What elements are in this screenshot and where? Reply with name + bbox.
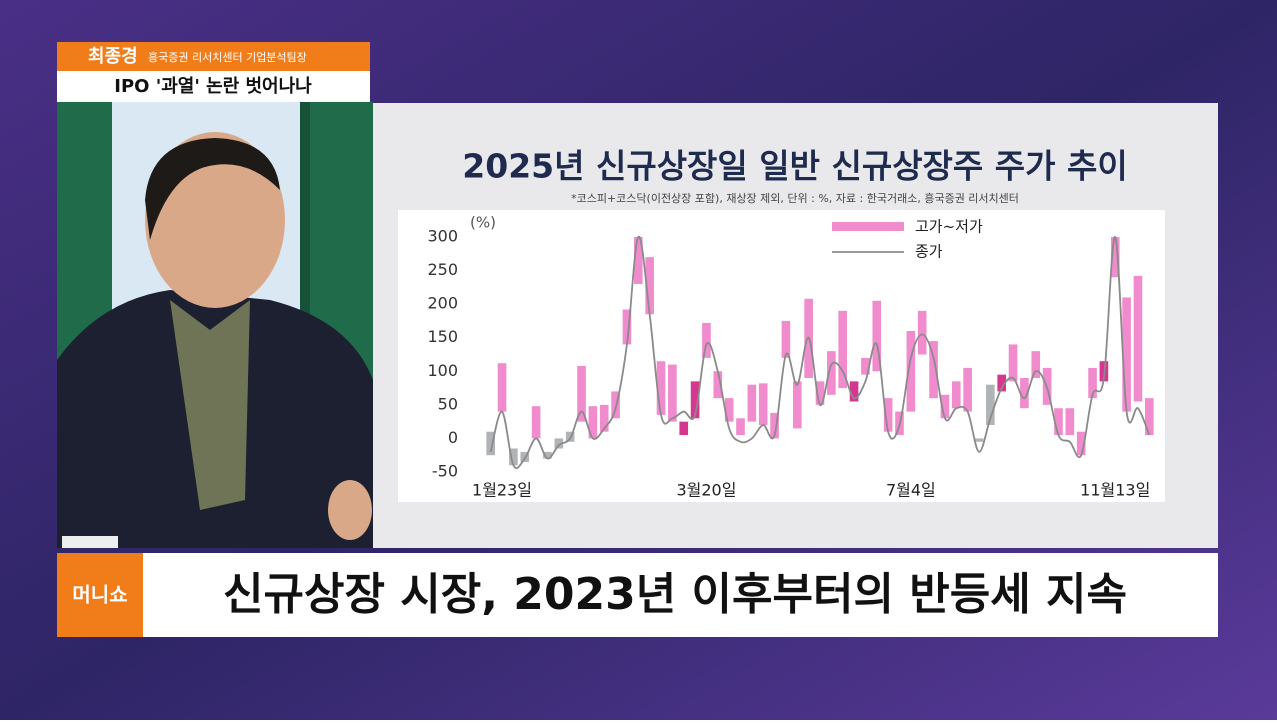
- legend-label: 고가~저가: [915, 218, 983, 236]
- range-bar: [486, 431, 495, 456]
- caption: 신규상장 시장, 2023년 이후부터의 반등세 지속: [223, 569, 1127, 620]
- range-bar: [1122, 297, 1131, 412]
- name-bar: [57, 42, 370, 71]
- range-bar: [906, 331, 916, 412]
- range-bar: [883, 398, 893, 432]
- range-bar: [997, 374, 1007, 392]
- range-bar: [815, 381, 825, 405]
- range-bar: [633, 237, 643, 284]
- headline-bar: [57, 71, 370, 102]
- range-bar: [827, 351, 836, 395]
- range-bar: [1031, 351, 1041, 378]
- x-tick-label: 1월23일: [472, 481, 532, 500]
- range-bar: [872, 300, 882, 372]
- range-bar: [849, 381, 859, 402]
- range-bar: [770, 412, 779, 439]
- range-bar: [1088, 367, 1097, 399]
- range-bar: [940, 394, 950, 419]
- legend-label: 종가: [915, 243, 943, 261]
- chart-subtitle: *코스피+코스닥(이전상장 포함), 재상장 제외, 단위 : %, 자료 : …: [571, 191, 1019, 205]
- range-bar: [838, 310, 848, 389]
- range-bar: [792, 381, 802, 429]
- range-bar: [1065, 408, 1075, 436]
- range-bar: [531, 406, 541, 439]
- range-bar: [599, 404, 609, 432]
- range-bar: [622, 309, 632, 345]
- range-bar: [577, 365, 586, 422]
- range-bar: [747, 384, 757, 422]
- range-bar: [554, 438, 564, 449]
- range-bar: [668, 364, 677, 422]
- x-tick-label: 7월4일: [886, 481, 936, 500]
- range-bar: [588, 406, 598, 439]
- range-bar: [656, 361, 666, 415]
- chart-title: 2025년 신규상장일 일반 신규상장주 주가 추이: [462, 147, 1127, 186]
- range-bar: [520, 451, 530, 462]
- range-bar: [702, 322, 711, 358]
- range-bar: [1076, 431, 1086, 456]
- legend-swatch: [832, 222, 904, 231]
- close-line: [489, 236, 1151, 470]
- y-tick-label: 0: [448, 428, 458, 447]
- video: [57, 102, 373, 548]
- logo: 머니쇼: [72, 583, 127, 607]
- y-unit: (%): [470, 214, 496, 232]
- range-bar: [1054, 408, 1063, 436]
- range-bar: [1110, 237, 1120, 278]
- range-bar: [861, 357, 870, 375]
- range-bar: [963, 367, 972, 412]
- y-tick-label: 200: [427, 294, 458, 313]
- logo-box: [57, 553, 143, 637]
- headline: IPO '과열' 논란 벗어나나: [114, 76, 312, 97]
- range-bar: [1145, 398, 1154, 436]
- range-bar: [543, 451, 552, 459]
- y-tick-label: 100: [427, 361, 458, 380]
- range-bar: [724, 398, 734, 422]
- range-bar: [781, 320, 791, 358]
- range-bar: [645, 257, 654, 315]
- speaker-position: 흥국증권 리서치센터 기업분석팀장: [148, 50, 307, 64]
- range-bar: [1133, 275, 1143, 402]
- y-tick-label: 300: [427, 227, 458, 246]
- range-bar: [736, 418, 745, 436]
- range-bar: [986, 384, 995, 425]
- y-tick-label: 150: [427, 327, 458, 346]
- range-bar: [679, 421, 689, 436]
- range-bar: [951, 381, 961, 409]
- range-bar: [758, 383, 768, 425]
- range-bar: [929, 341, 938, 399]
- speaker-name: 최종경: [88, 46, 138, 67]
- y-tick-label: 50: [438, 394, 458, 413]
- range-bar: [509, 448, 518, 466]
- range-bar: [917, 310, 927, 355]
- x-tick-label: 11월13일: [1080, 481, 1150, 500]
- range-bar: [1020, 378, 1029, 409]
- y-tick-label: 250: [427, 260, 458, 279]
- caption-bar: [143, 553, 1218, 637]
- range-bar: [690, 381, 700, 419]
- plot: -50 0 50 100 150 200 250 300 1월23일 3월20일 7월4일 11월13…: [427, 218, 1154, 500]
- range-bar: [1008, 344, 1018, 382]
- x-tick-label: 3월20일: [676, 481, 736, 500]
- range-bar: [974, 438, 984, 442]
- range-bar: [713, 371, 723, 399]
- y-tick-label: -50: [432, 462, 458, 481]
- range-bar: [497, 363, 507, 412]
